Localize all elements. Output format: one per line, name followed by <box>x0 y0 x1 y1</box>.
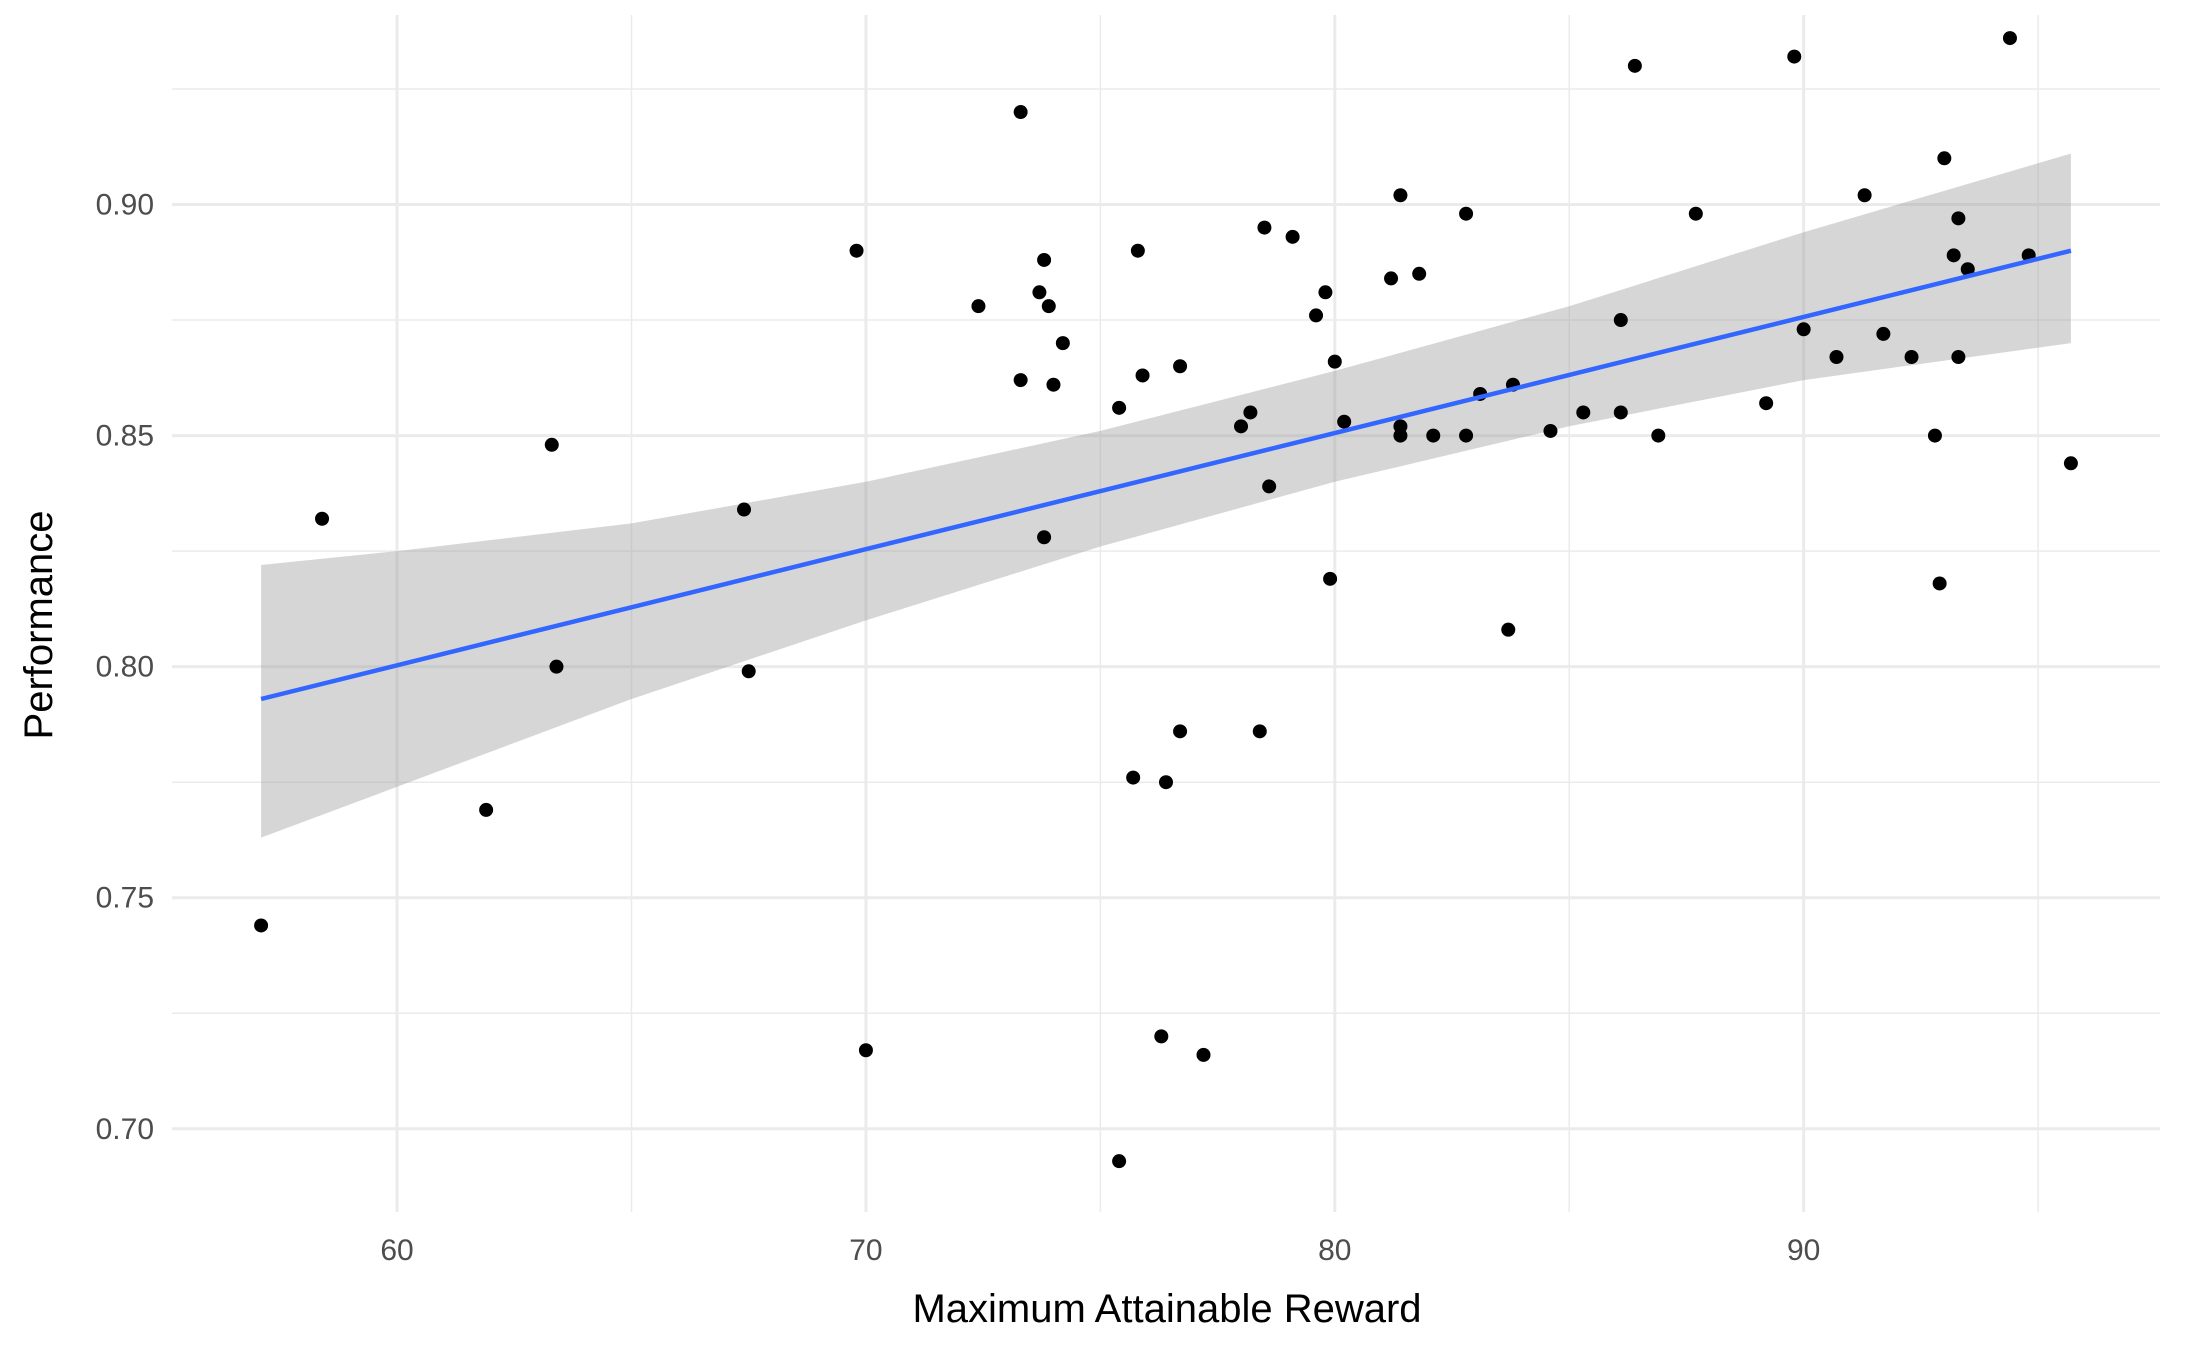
data-point <box>1951 350 1966 364</box>
confidence-band <box>261 153 2071 838</box>
data-point <box>849 243 864 258</box>
y-tick-label: 0.75 <box>96 882 154 915</box>
data-point <box>1927 428 1942 443</box>
data-point <box>1055 336 1070 351</box>
data-point <box>1327 354 1342 369</box>
data-point <box>1960 262 1975 277</box>
data-point <box>1173 359 1188 374</box>
data-point <box>1459 428 1474 443</box>
data-point <box>1257 220 1272 235</box>
data-point <box>1576 405 1591 420</box>
y-tick-label: 0.80 <box>96 651 154 684</box>
data-point <box>1037 252 1052 267</box>
data-point <box>1126 770 1141 785</box>
data-point <box>1037 530 1052 545</box>
data-point <box>254 918 269 933</box>
regression-line <box>260 248 2072 702</box>
data-point <box>2063 456 2078 471</box>
x-tick-label: 70 <box>849 1234 882 1267</box>
data-point <box>1796 322 1811 337</box>
data-point <box>544 437 559 452</box>
data-point <box>737 502 752 517</box>
data-point <box>1412 266 1427 281</box>
data-point <box>1393 428 1408 443</box>
confidence-band-layer <box>261 153 2071 838</box>
data-point <box>1159 775 1173 790</box>
data-point <box>1759 396 1774 411</box>
data-point <box>1323 571 1338 586</box>
x-tick-label: 90 <box>1787 1234 1820 1267</box>
data-point <box>1857 188 1872 203</box>
data-point <box>1252 724 1267 739</box>
data-point <box>1318 285 1333 300</box>
data-point <box>1937 151 1952 166</box>
y-axis-tick-labels: 0.70 0.75 0.80 0.85 0.90 <box>96 188 154 1145</box>
data-point <box>1613 313 1628 328</box>
data-point <box>1154 1029 1169 1044</box>
data-point <box>1285 229 1300 244</box>
data-point <box>1046 377 1061 392</box>
data-point <box>1013 373 1028 388</box>
data-point <box>1651 428 1666 443</box>
y-axis-title: Performance <box>17 511 61 740</box>
data-point <box>1337 414 1352 429</box>
data-point <box>315 511 330 526</box>
data-point <box>1112 1154 1127 1169</box>
data-point <box>1627 58 1642 73</box>
data-point <box>549 659 564 674</box>
x-axis-tick-labels: 60 70 80 90 <box>380 1234 1820 1267</box>
y-tick-label: 0.70 <box>96 1113 154 1146</box>
data-point <box>1196 1047 1211 1062</box>
y-tick-label: 0.85 <box>96 420 154 453</box>
data-point <box>1904 350 1919 364</box>
data-point <box>1384 271 1399 286</box>
data-point <box>1112 400 1127 415</box>
data-point <box>1013 105 1028 120</box>
data-point <box>2002 31 2017 46</box>
data-point <box>1173 724 1188 739</box>
data-point <box>1130 243 1145 258</box>
data-point <box>1951 211 1966 226</box>
major-gridlines <box>172 15 2160 1212</box>
data-point <box>1876 326 1891 341</box>
data-point <box>1613 405 1628 420</box>
regression-line-layer <box>260 248 2072 702</box>
data-point <box>741 664 756 679</box>
data-point <box>479 802 494 817</box>
data-point <box>1946 248 1961 263</box>
x-tick-label: 60 <box>380 1234 413 1267</box>
data-point <box>1543 423 1558 438</box>
y-tick-label: 0.90 <box>96 188 154 221</box>
data-point <box>1243 405 1258 420</box>
data-point <box>1041 299 1056 314</box>
data-point <box>971 299 986 314</box>
data-point <box>1309 308 1324 323</box>
x-axis-title: Maximum Attainable Reward <box>912 1287 1421 1331</box>
data-point <box>1135 368 1150 383</box>
data-point <box>1501 622 1516 637</box>
data-point <box>1932 576 1947 591</box>
data-point <box>1459 206 1474 221</box>
data-point <box>1688 206 1703 221</box>
x-tick-label: 80 <box>1318 1234 1351 1267</box>
data-point <box>858 1043 873 1058</box>
data-point <box>1426 428 1441 443</box>
data-point <box>1032 285 1047 300</box>
data-point <box>1787 49 1802 64</box>
data-point <box>1234 419 1249 434</box>
data-point <box>1393 188 1408 203</box>
data-points <box>254 31 2078 1169</box>
data-point <box>1262 479 1277 494</box>
data-point <box>1829 350 1844 364</box>
